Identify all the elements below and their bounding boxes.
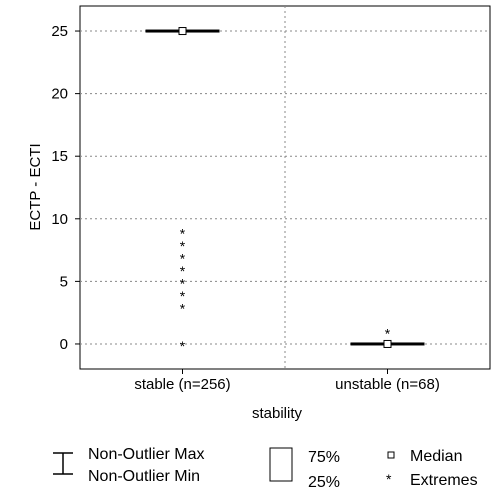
legend-median-label: Median — [410, 448, 462, 465]
x-axis-title: stability — [252, 405, 303, 422]
extreme-point: * — [180, 225, 186, 241]
legend-whisker-min: Non-Outlier Min — [88, 468, 200, 485]
y-tick-label: 0 — [60, 336, 68, 353]
median-marker — [383, 339, 392, 348]
y-tick-label: 5 — [60, 273, 68, 290]
extreme-point: * — [180, 263, 186, 279]
extreme-point: * — [385, 325, 391, 341]
y-tick-label: 25 — [51, 23, 68, 40]
legend-box-25: 25% — [308, 474, 340, 491]
y-tick-label: 10 — [51, 211, 68, 228]
y-axis: 0 5 10 15 20 25 — [51, 23, 80, 353]
legend-extremes-label: Extremes — [410, 472, 478, 489]
legend: Non-Outlier Max Non-Outlier Min 75% 25% … — [53, 446, 478, 491]
legend-box-75: 75% — [308, 449, 340, 466]
y-tick-label: 15 — [51, 148, 68, 165]
extreme-point: * — [180, 250, 186, 266]
grid-lines — [80, 6, 490, 369]
legend-whisker-icon — [53, 452, 73, 475]
box-group: * — [350, 325, 425, 348]
x-axis: stable (n=256) unstable (n=68) — [134, 369, 440, 393]
extreme-point: * — [180, 275, 186, 291]
x-category-label: unstable (n=68) — [335, 376, 440, 393]
extreme-point: * — [180, 300, 186, 316]
legend-whisker-max: Non-Outlier Max — [88, 446, 204, 463]
median-marker — [178, 27, 187, 36]
y-tick-label: 20 — [51, 86, 68, 103]
x-category-label: stable (n=256) — [134, 376, 230, 393]
legend-extreme-icon: * — [386, 471, 392, 487]
legend-box-icon — [269, 447, 293, 482]
box-group: ******** — [145, 27, 220, 354]
legend-median-icon — [387, 451, 395, 459]
extreme-point: * — [180, 288, 186, 304]
extreme-point: * — [180, 338, 186, 354]
extreme-point: * — [180, 238, 186, 254]
box-series: ********* — [145, 27, 425, 354]
y-axis-title: ECTP - ECTI — [27, 143, 44, 230]
